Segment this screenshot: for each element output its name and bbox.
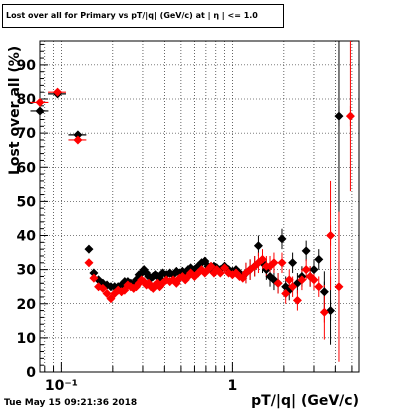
y-tick-label: 30 (17, 263, 37, 279)
y-tick-label: 70 (17, 126, 37, 142)
red-data-point (334, 282, 344, 292)
red-data-point (273, 278, 283, 288)
black-data-point (277, 234, 287, 244)
red-data-point (98, 283, 108, 293)
red-data-point (215, 268, 225, 278)
black-data-point (288, 258, 298, 268)
black-data-point (301, 246, 311, 256)
red-data-point (89, 273, 99, 283)
red-data-point (269, 258, 279, 268)
black-data-point (84, 244, 94, 254)
x-tick-label: 10⁻¹ (45, 378, 78, 394)
data-marks (30, 41, 355, 362)
red-data-point (345, 111, 355, 121)
y-tick-label: 10 (17, 331, 37, 347)
black-data-point (309, 265, 319, 275)
y-tick-label: 90 (17, 58, 37, 74)
red-data-point (73, 135, 83, 145)
chart-title: Lost over all for Primary vs pT/|q| (GeV… (2, 4, 284, 28)
y-tick-label: 20 (17, 297, 37, 313)
red-data-point (284, 275, 294, 285)
red-data-point (277, 258, 287, 268)
red-data-point (84, 258, 94, 268)
red-data-point (319, 307, 329, 317)
black-data-point (314, 254, 324, 264)
black-data-point (35, 106, 45, 116)
x-axis-label: pT/|q| (GeV/c) (251, 393, 359, 409)
black-data-point (253, 241, 263, 251)
red-data-point (220, 263, 230, 273)
plot-frame (39, 40, 360, 373)
black-data-point (334, 111, 344, 121)
y-axis-label: Lost over all (%) (7, 46, 23, 175)
timestamp: Tue May 15 09:21:36 2018 (4, 398, 138, 408)
red-data-point (257, 254, 267, 264)
y-tick-label: 0 (26, 365, 36, 381)
y-tick-label: 40 (17, 229, 37, 245)
grid (40, 41, 359, 373)
y-tick-label: 60 (17, 160, 37, 176)
black-data-point (89, 268, 99, 278)
red-data-point (206, 261, 216, 271)
axes: 0 10 20 30 40 50 60 70 80 90 10⁻¹ 1 (17, 43, 353, 394)
red-data-point (35, 97, 45, 107)
black-data-point (73, 130, 83, 140)
red-data-point (102, 289, 112, 299)
red-data-point (53, 87, 63, 97)
red-data-point (309, 275, 319, 285)
x-tick-label: 1 (228, 378, 238, 394)
red-data-point (301, 265, 311, 275)
red-data-point (292, 295, 302, 305)
red-data-point (314, 282, 324, 292)
y-tick-label: 80 (17, 92, 37, 108)
red-data-point (281, 289, 291, 299)
red-data-point (297, 275, 307, 285)
y-tick-label: 50 (17, 194, 37, 210)
red-data-point (326, 231, 336, 241)
black-data-point (319, 287, 329, 297)
red-data-point (288, 282, 298, 292)
